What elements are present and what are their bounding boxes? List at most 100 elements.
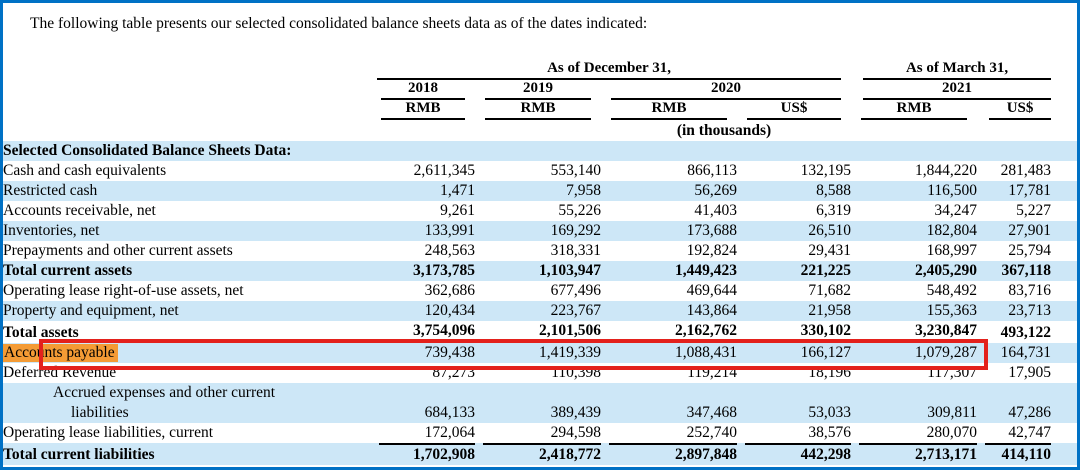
year-2019: 2019 (485, 80, 591, 100)
cell-value: 2,162,762 (609, 321, 737, 343)
cell-value: 18,196 (808, 364, 852, 381)
cell-value: 866,113 (687, 162, 737, 179)
cell-value: 1,079,287 (915, 344, 978, 361)
cell-value: 367,118 (1001, 262, 1052, 279)
cell-value: 17,905 (1008, 364, 1052, 381)
table-row-total-current-liabilities: Total current liabilities 1,702,908 2,41… (3, 443, 1077, 465)
cell-value: 164,731 (1000, 344, 1052, 361)
cell-value: 553,140 (550, 162, 601, 179)
currency-header: US$ (989, 100, 1052, 120)
table-row-accounts-payable: Accounts payable 739,438 1,419,339 1,088… (3, 343, 1077, 363)
cell-value: 684,133 (424, 404, 475, 421)
cell-value: 5,227 (1016, 202, 1052, 219)
cell-value: 281,483 (1000, 162, 1052, 179)
table-row: Operating lease right-of-use assets, net… (3, 281, 1077, 301)
cell-value: 252,740 (686, 424, 737, 441)
cell-value: 133,991 (424, 222, 475, 239)
cell-value: 7,958 (566, 182, 601, 199)
row-label: Prepayments and other current assets (3, 242, 233, 259)
cell-value: 34,247 (934, 202, 978, 219)
highlighted-row-label: Accounts payable (3, 344, 118, 362)
row-label: Total current liabilities (3, 446, 155, 463)
currency-header: RMB (381, 100, 465, 120)
cell-value: 362,686 (424, 282, 475, 299)
row-label: Operating lease right-of-use assets, net (3, 282, 244, 299)
cell-value: 389,439 (550, 404, 601, 421)
cell-value: 17,781 (1008, 182, 1052, 199)
cell-value: 172,064 (424, 424, 475, 441)
cell-value: 221,225 (800, 262, 852, 279)
intro-paragraph: The following table presents our selecte… (30, 15, 648, 32)
cell-value: 309,811 (927, 404, 978, 421)
cell-value: 42,747 (1008, 424, 1052, 441)
row-label: Inventories, net (3, 222, 100, 239)
cell-value: 38,576 (808, 424, 852, 441)
cell-value: 29,431 (808, 242, 852, 259)
row-label: Property and equipment, net (3, 302, 179, 319)
row-label: Cash and cash equivalents (3, 162, 167, 179)
table-row: Cash and cash equivalents 2,611,345 553,… (3, 161, 1077, 181)
cell-value: 47,286 (1008, 404, 1052, 421)
cell-value: 280,070 (926, 424, 978, 441)
cell-value: 71,682 (808, 282, 852, 299)
row-label: Total assets (3, 324, 79, 341)
currency-header-row: RMB RMB RMB US$ RMB US$ (3, 100, 1077, 120)
cell-value: 2,897,848 (609, 443, 737, 465)
balance-sheet-table: As of December 31, As of March 31, 2018 … (3, 56, 1077, 465)
cell-value: 493,122 (1000, 324, 1052, 341)
currency-header: RMB (485, 100, 591, 120)
cell-value: 27,901 (1008, 222, 1052, 239)
cell-value: 192,824 (686, 242, 737, 259)
cell-value: 53,033 (808, 404, 852, 421)
group-header-march: As of March 31, (863, 60, 1052, 80)
cell-value: 3,230,847 (859, 321, 978, 343)
cell-value: 3,173,785 (413, 262, 475, 279)
cell-value: 677,496 (550, 282, 601, 299)
cell-value: 166,127 (800, 344, 852, 361)
cell-value: 3,754,096 (379, 321, 475, 343)
cell-value: 56,269 (694, 182, 737, 199)
table-row-total-current-assets: Total current assets 3,173,785 1,103,947… (3, 261, 1077, 281)
cell-value: 2,405,290 (915, 262, 978, 279)
cell-value: 83,716 (1008, 282, 1052, 299)
cell-value: 318,331 (550, 242, 601, 259)
table-row: Accrued expenses and other current liabi… (3, 383, 1077, 423)
row-label: Total current assets (3, 262, 133, 279)
year-header-row: 2018 2019 2020 2021 (3, 80, 1077, 100)
cell-value: 442,298 (745, 443, 852, 465)
table-row: Property and equipment, net 120,434 223,… (3, 301, 1077, 321)
cell-value: 1,419,339 (539, 344, 601, 361)
cell-value: 1,702,908 (379, 443, 475, 465)
table-row-section-title: Selected Consolidated Balance Sheets Dat… (3, 141, 1077, 161)
cell-value: 8,588 (816, 182, 852, 199)
cell-value: 21,958 (808, 302, 852, 319)
cell-value: 739,438 (424, 344, 475, 361)
cell-value: 2,713,171 (859, 443, 978, 465)
cell-value: 414,110 (985, 443, 1052, 465)
currency-header: US$ (747, 100, 842, 120)
cell-value: 294,598 (550, 424, 601, 441)
cell-value: 25,794 (1008, 242, 1052, 259)
cell-value: 1,103,947 (539, 262, 601, 279)
table-row: Deferred Revenue 87,273 110,398 119,214 … (3, 363, 1077, 383)
cell-value: 87,273 (432, 364, 475, 381)
row-label: Operating lease liabilities, current (3, 424, 214, 441)
cell-value: 116,500 (927, 182, 978, 199)
cell-value: 2,418,772 (483, 443, 601, 465)
cell-value: 2,101,506 (483, 321, 601, 343)
cell-value: 143,864 (686, 302, 737, 319)
cell-value: 119,214 (687, 364, 737, 381)
section-title: Selected Consolidated Balance Sheets Dat… (3, 142, 292, 159)
currency-header: RMB (611, 100, 727, 120)
cell-value: 1,844,220 (915, 162, 978, 179)
group-header-december: As of December 31, (377, 60, 842, 80)
cell-value: 1,449,423 (675, 262, 737, 279)
cell-value: 2,611,345 (413, 162, 475, 179)
cell-value: 110,398 (551, 364, 601, 381)
cell-value: 169,292 (550, 222, 601, 239)
table-row: Accounts receivable, net 9,261 55,226 41… (3, 201, 1077, 221)
cell-value: 347,468 (686, 404, 737, 421)
cell-value: 173,688 (686, 222, 737, 239)
cell-value: 155,363 (926, 302, 978, 319)
cell-value: 223,767 (550, 302, 601, 319)
